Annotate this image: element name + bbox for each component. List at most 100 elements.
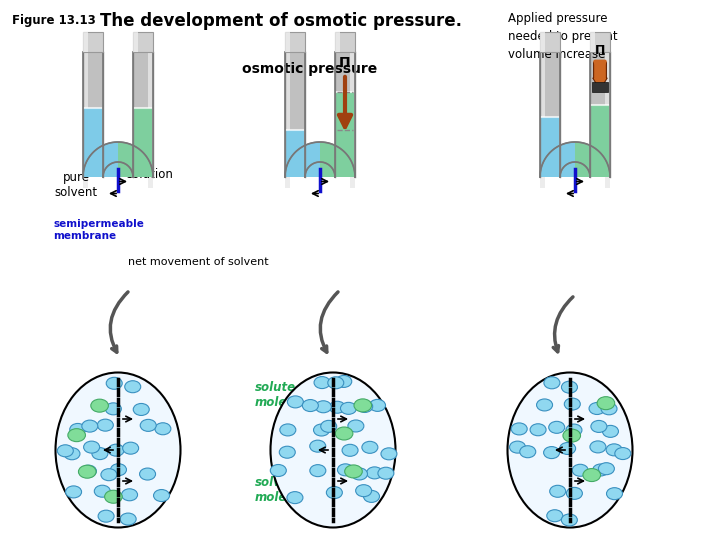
Ellipse shape <box>590 441 606 453</box>
Ellipse shape <box>91 399 109 412</box>
Bar <box>84 108 102 177</box>
Ellipse shape <box>328 377 343 389</box>
Ellipse shape <box>92 448 108 460</box>
Ellipse shape <box>82 420 98 432</box>
Ellipse shape <box>378 467 394 479</box>
Ellipse shape <box>562 381 577 393</box>
Ellipse shape <box>549 421 564 433</box>
Text: The development of osmotic pressure.: The development of osmotic pressure. <box>100 12 462 30</box>
Ellipse shape <box>108 444 124 456</box>
Polygon shape <box>84 162 118 177</box>
Text: Π: Π <box>339 56 351 70</box>
Ellipse shape <box>342 444 358 456</box>
Ellipse shape <box>544 447 559 458</box>
Polygon shape <box>320 162 354 177</box>
Polygon shape <box>83 142 118 177</box>
Ellipse shape <box>78 465 96 478</box>
Ellipse shape <box>530 424 546 436</box>
Ellipse shape <box>336 427 353 440</box>
Bar <box>285 32 305 52</box>
Text: solvent
molecules: solvent molecules <box>255 476 322 504</box>
Polygon shape <box>285 52 355 177</box>
Ellipse shape <box>589 402 605 415</box>
Ellipse shape <box>280 424 296 436</box>
Ellipse shape <box>287 396 303 408</box>
Ellipse shape <box>362 441 378 454</box>
Bar <box>590 32 610 52</box>
Ellipse shape <box>615 448 631 460</box>
Bar <box>134 108 152 177</box>
Ellipse shape <box>354 399 372 412</box>
Text: solution: solution <box>127 168 174 181</box>
Ellipse shape <box>279 446 295 458</box>
Ellipse shape <box>153 490 169 502</box>
Text: Π: Π <box>595 44 606 57</box>
Bar <box>83 32 103 52</box>
Ellipse shape <box>520 446 536 458</box>
Ellipse shape <box>270 464 287 476</box>
Bar <box>540 32 560 52</box>
Ellipse shape <box>601 403 617 415</box>
Bar <box>540 52 545 187</box>
Bar <box>83 52 88 187</box>
Text: semipermeable
membrane: semipermeable membrane <box>53 219 144 241</box>
Ellipse shape <box>98 510 114 522</box>
Ellipse shape <box>563 429 580 442</box>
Ellipse shape <box>510 441 526 453</box>
Ellipse shape <box>310 440 325 452</box>
Ellipse shape <box>122 489 138 501</box>
Ellipse shape <box>320 420 337 433</box>
Ellipse shape <box>302 400 318 411</box>
Polygon shape <box>118 162 152 177</box>
Ellipse shape <box>66 486 81 498</box>
Ellipse shape <box>369 400 385 411</box>
Ellipse shape <box>348 420 364 432</box>
Ellipse shape <box>591 421 607 433</box>
Polygon shape <box>83 52 153 177</box>
Ellipse shape <box>559 442 575 455</box>
Ellipse shape <box>140 420 156 431</box>
Text: Figure 13.13: Figure 13.13 <box>12 14 96 27</box>
Polygon shape <box>118 142 153 177</box>
Ellipse shape <box>105 403 122 415</box>
Ellipse shape <box>562 514 577 526</box>
Bar <box>541 117 559 177</box>
Polygon shape <box>540 142 575 177</box>
Ellipse shape <box>97 419 113 431</box>
Ellipse shape <box>287 491 303 504</box>
Ellipse shape <box>598 463 614 475</box>
Ellipse shape <box>544 377 560 389</box>
Ellipse shape <box>104 490 122 503</box>
Ellipse shape <box>511 423 527 435</box>
Ellipse shape <box>508 373 632 528</box>
Bar <box>350 52 355 187</box>
Ellipse shape <box>310 464 326 477</box>
Ellipse shape <box>567 488 582 500</box>
Ellipse shape <box>536 399 552 411</box>
Ellipse shape <box>315 401 331 413</box>
Ellipse shape <box>356 401 373 413</box>
Text: Applied pressure
needed to prevent
volume increase: Applied pressure needed to prevent volum… <box>508 12 618 61</box>
Text: pure
solvent: pure solvent <box>55 171 98 199</box>
Bar <box>590 32 595 52</box>
Polygon shape <box>575 142 610 177</box>
Ellipse shape <box>55 373 181 528</box>
Ellipse shape <box>271 373 395 528</box>
Ellipse shape <box>572 464 588 476</box>
Ellipse shape <box>101 469 117 481</box>
Ellipse shape <box>345 465 362 478</box>
Ellipse shape <box>133 403 149 415</box>
Ellipse shape <box>606 444 622 456</box>
Ellipse shape <box>120 513 136 525</box>
Ellipse shape <box>566 424 582 436</box>
Bar <box>605 52 610 187</box>
Ellipse shape <box>122 442 139 454</box>
Bar <box>286 130 304 177</box>
Bar <box>335 32 355 52</box>
Ellipse shape <box>546 510 563 522</box>
Bar <box>285 32 290 52</box>
Ellipse shape <box>381 448 397 460</box>
FancyArrow shape <box>593 62 607 90</box>
Text: osmotic pressure: osmotic pressure <box>243 62 377 76</box>
Ellipse shape <box>314 376 330 389</box>
